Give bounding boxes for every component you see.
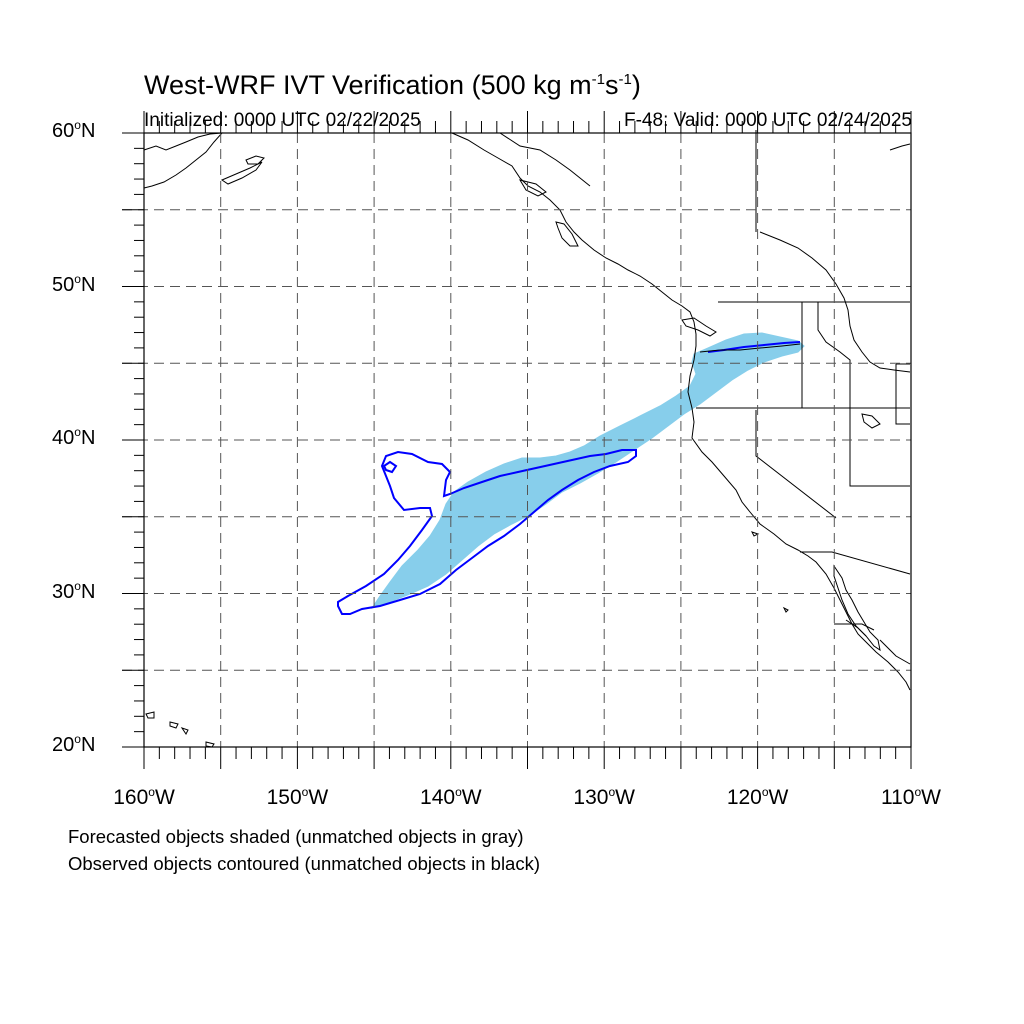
map-title: West-WRF IVT Verification (500 kg m-1s-1… <box>144 70 641 100</box>
lon-label: 120oW <box>726 785 789 809</box>
lat-label: 40oN <box>52 425 96 449</box>
init-time-label: Initialized: 0000 UTC 02/22/2025 <box>144 110 421 131</box>
lon-label: 160oW <box>113 785 175 809</box>
lon-label: 140oW <box>420 785 482 809</box>
political-boundaries <box>499 130 911 665</box>
lat-label: 60oN <box>52 118 96 142</box>
coastlines <box>143 132 911 748</box>
lat-label: 30oN <box>52 578 96 603</box>
gridlines <box>122 133 911 747</box>
lon-label: 150oW <box>266 785 329 809</box>
legend-note-forecast: Forecasted objects shaded (unmatched obj… <box>68 826 524 847</box>
lon-label: 130oW <box>573 785 635 809</box>
lat-label: 50oN <box>52 271 96 296</box>
legend-note-observed: Observed objects contoured (unmatched ob… <box>68 853 541 874</box>
lat-label: 20oN <box>52 732 96 756</box>
forecast-ivt-object <box>370 332 805 609</box>
lon-label: 110oW <box>881 785 941 809</box>
axis-ticks <box>122 111 912 769</box>
